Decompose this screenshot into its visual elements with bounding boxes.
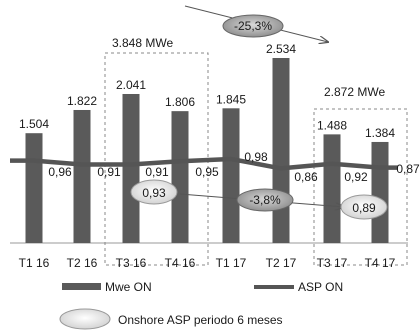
x-tick-label: T1 16 [19,256,50,270]
asp-value-label: 0,91 [145,165,169,179]
asp-value-label: 0,86 [294,170,318,184]
bar-value-label: 1.806 [165,95,195,109]
bar-t3-16 [122,93,140,244]
bar-t3-17 [323,134,341,243]
group-2017-total: 2.872 MWe [324,85,385,99]
asp-value-label: 0,98 [244,150,268,164]
top-change-label: -25,3% [234,19,272,33]
asp-6m-2017-oval [340,194,388,220]
asp-on-line [10,156,398,171]
x-tick-labels: T1 16 T2 16 T3 16 T4 16 T1 17 T2 17 T3 17 T4 17 [19,256,396,270]
group-box-2017 [313,108,408,266]
group-2016-total: 3.848 MWe [112,36,173,50]
mid-change-label: -3,8% [249,193,281,207]
asp-6m-2017-label: 0,89 [352,201,376,215]
x-tick-label: T2 16 [67,256,98,270]
asp-value-label: 0,87 [396,162,420,176]
bar-t1-17 [222,108,240,243]
x-tick-label: T4 17 [365,256,396,270]
top-change-oval [222,14,284,38]
bar-labels: 1.504 1.822 2.041 1.806 1.845 2.534 1.488 1.384 [19,42,395,140]
mid-change-oval [236,188,294,212]
asp-labels: 0,96 0,91 0,91 0,95 0,98 0,86 0,92 0,87 [48,150,420,184]
asp-value-label: 0,96 [48,165,72,179]
bar-t2-17 [272,58,290,243]
asp-6m-2016-oval [130,179,178,205]
bar-value-label: 2.534 [266,42,296,56]
bar-value-label: 1.822 [67,94,97,108]
x-tick-label: T3 16 [116,256,147,270]
group-box-2016 [104,52,209,266]
bar-value-label: 1.384 [365,126,395,140]
bar-value-label: 2.041 [116,78,146,92]
bar-value-label: 1.488 [317,118,347,132]
legend-asp-6m-oval [59,308,111,330]
x-tick-label: T3 17 [317,256,348,270]
asp-value-label: 0,91 [97,165,121,179]
x-tick-label: T1 17 [216,256,247,270]
legend-mwe-label: Mwe ON [105,280,152,294]
bar-t4-16 [171,111,189,243]
bar-t2-16 [73,109,91,244]
x-tick-label: T2 17 [266,256,297,270]
asp-value-label: 0,95 [195,165,219,179]
bar-value-label: 1.504 [19,117,49,131]
legend-asp-6m-label: Onshore ASP periodo 6 meses [118,313,283,327]
bar-value-label: 1.845 [216,92,246,106]
legend-mwe-swatch [62,283,101,290]
asp-6m-2016-label: 0,93 [142,186,166,200]
x-tick-label: T4 16 [165,256,196,270]
legend-asp-label: ASP ON [298,280,343,294]
bar-t4-17 [371,141,389,243]
bar-t1-16 [25,133,43,243]
asp-value-label: 0,92 [344,170,368,184]
